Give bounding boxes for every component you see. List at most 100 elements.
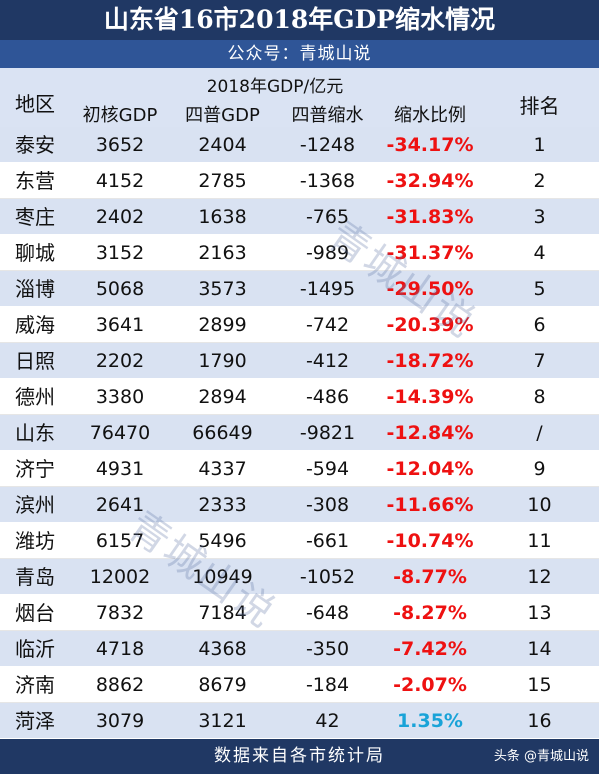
cell-rank: 3 [533,206,546,228]
cell-rank: 9 [533,458,546,480]
cell-census-gdp: 4368 [198,638,247,660]
cell-census-shrink: -486 [305,386,350,408]
cell-region: 淄博 [15,277,55,301]
header-census-shrink: 四普缩水 [291,105,364,126]
table-row: 烟台 7832 7184 -648 -8.27% 13 [0,595,599,631]
cell-region: 德州 [15,385,55,409]
cell-census-shrink: -1248 [299,134,356,156]
cell-initial-gdp: 8862 [95,674,145,696]
cell-census-gdp: 2163 [198,242,247,264]
table-subtitle: 公众号：青城山说 [0,40,599,68]
source-note: 数据来自各市统计局 [214,746,385,766]
cell-shrink-ratio: -2.07% [393,674,467,696]
table-row: 济南 8862 8679 -184 -2.07% 15 [0,667,599,703]
cell-census-gdp: 3121 [198,710,247,732]
cell-region: 滨州 [15,493,55,517]
cell-rank: / [536,422,543,444]
table-row: 淄博 5068 3573 -1495 -29.50% 5 [0,271,599,307]
cell-census-gdp: 5496 [198,530,247,552]
table-header: 2018年GDP/亿元 地区 初核GDP 四普GDP 四普缩水 缩水比例 排名 [0,68,599,128]
cell-region: 山东 [15,421,55,445]
cell-rank: 7 [533,350,546,372]
cell-census-shrink: -989 [305,242,350,264]
table-row: 泰安 3652 2404 -1248 -34.17% 1 [0,127,599,163]
cell-initial-gdp: 5068 [95,278,145,300]
cell-initial-gdp: 3641 [95,314,145,336]
cell-rank: 12 [527,566,552,588]
table-title: 山东省16市2018年GDP缩水情况 [0,0,599,40]
cell-census-shrink: -765 [305,206,350,228]
cell-census-gdp: 7184 [198,602,247,624]
cell-rank: 2 [533,170,546,192]
cell-census-shrink: -1368 [299,170,356,192]
cell-region: 潍坊 [15,529,55,553]
cell-census-gdp: 2894 [198,386,247,408]
cell-region: 枣庄 [15,205,55,229]
header-census-gdp: 四普GDP [185,105,260,126]
header-shrink-ratio: 缩水比例 [394,105,466,126]
cell-shrink-ratio: -12.84% [386,422,474,444]
table-row: 潍坊 6157 5496 -661 -10.74% 11 [0,523,599,559]
header-unit: 2018年GDP/亿元 [206,77,344,97]
table-row: 山东 76470 66649 -9821 -12.84% / [0,415,599,451]
cell-census-gdp: 66649 [192,422,253,444]
cell-rank: 14 [527,638,552,660]
cell-shrink-ratio: -8.27% [393,602,467,624]
cell-shrink-ratio: -31.37% [386,242,474,264]
cell-census-shrink: 42 [315,710,340,732]
cell-census-gdp: 8679 [198,674,247,696]
cell-shrink-ratio: -31.83% [386,206,474,228]
cell-region: 青岛 [15,565,55,589]
table-row: 聊城 3152 2163 -989 -31.37% 4 [0,235,599,271]
cell-region: 聊城 [15,241,55,265]
cell-shrink-ratio: -34.17% [386,134,474,156]
cell-region: 烟台 [15,601,55,625]
table-row: 济宁 4931 4337 -594 -12.04% 9 [0,451,599,487]
cell-census-gdp: 4337 [198,458,247,480]
cell-census-gdp: 1790 [198,350,247,372]
cell-shrink-ratio: 1.35% [397,710,463,732]
cell-rank: 16 [527,710,552,732]
cell-initial-gdp: 6157 [95,530,145,552]
cell-census-shrink: -9821 [299,422,356,444]
cell-census-gdp: 2785 [198,170,247,192]
cell-initial-gdp: 3652 [95,134,145,156]
cell-initial-gdp: 2641 [95,494,145,516]
table-row: 威海 3641 2899 -742 -20.39% 6 [0,307,599,343]
header-region: 地区 [15,92,55,116]
cell-census-shrink: -1052 [299,566,356,588]
cell-initial-gdp: 4152 [95,170,145,192]
cell-census-shrink: -742 [305,314,350,336]
cell-region: 泰安 [15,133,55,157]
cell-census-shrink: -412 [305,350,350,372]
cell-region: 济宁 [15,457,55,481]
cell-initial-gdp: 3079 [95,710,145,732]
table-row: 东营 4152 2785 -1368 -32.94% 2 [0,163,599,199]
cell-rank: 5 [533,278,546,300]
cell-census-shrink: -648 [305,602,350,624]
cell-census-shrink: -350 [305,638,350,660]
table-row: 青岛 12002 10949 -1052 -8.77% 12 [0,559,599,595]
cell-shrink-ratio: -10.74% [386,530,474,552]
cell-shrink-ratio: -20.39% [386,314,474,336]
cell-rank: 15 [527,674,552,696]
cell-rank: 8 [533,386,546,408]
table-row: 临沂 4718 4368 -350 -7.42% 14 [0,631,599,667]
cell-initial-gdp: 12002 [89,566,151,588]
cell-shrink-ratio: -12.04% [386,458,474,480]
cell-region: 威海 [15,313,55,337]
cell-census-shrink: -1495 [299,278,356,300]
cell-census-gdp: 2899 [198,314,247,336]
cell-shrink-ratio: -14.39% [386,386,474,408]
cell-rank: 11 [527,530,552,552]
table-row: 菏泽 3079 3121 42 1.35% 16 [0,703,599,739]
table-row: 德州 3380 2894 -486 -14.39% 8 [0,379,599,415]
cell-region: 济南 [15,673,55,697]
cell-initial-gdp: 3380 [95,386,145,408]
cell-initial-gdp: 4718 [95,638,145,660]
cell-shrink-ratio: -7.42% [393,638,467,660]
table-row: 滨州 2641 2333 -308 -11.66% 10 [0,487,599,523]
cell-shrink-ratio: -32.94% [386,170,474,192]
table-row: 枣庄 2402 1638 -765 -31.83% 3 [0,199,599,235]
cell-region: 临沂 [15,637,55,661]
